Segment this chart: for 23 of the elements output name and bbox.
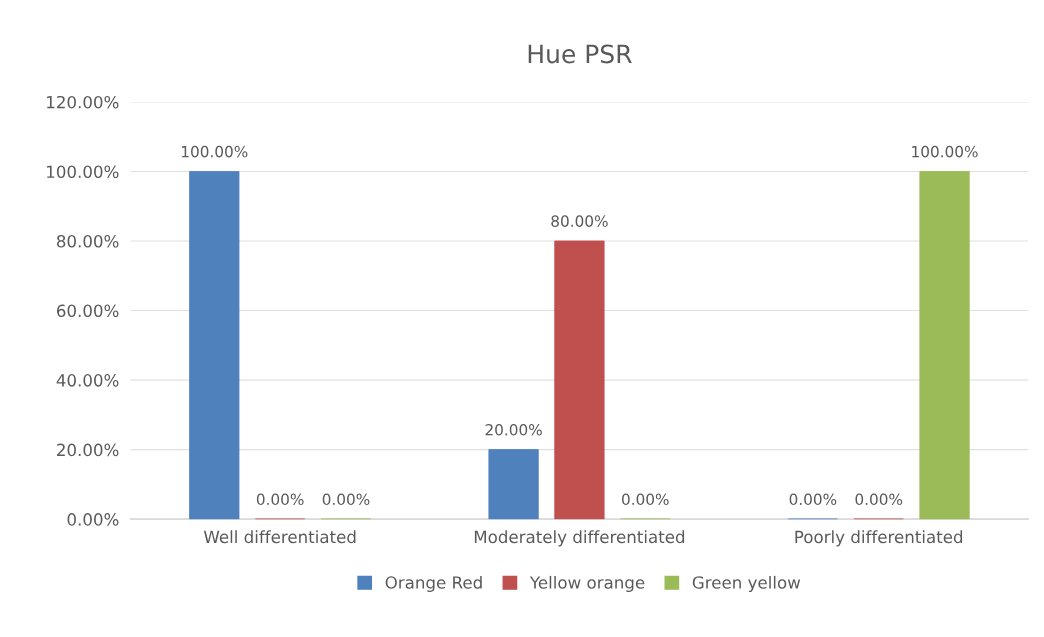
chart-title: Hue PSR [528, 44, 632, 64]
y-tick-label: 40.00% [56, 374, 119, 387]
legend-label: Yellow orange [529, 575, 645, 593]
y-tick-label: 120.00% [47, 95, 119, 109]
data-label: 100.00% [912, 145, 978, 158]
y-tick-label: 60.00% [57, 304, 119, 318]
legend-label: Orange Red [385, 575, 482, 593]
y-tick-label: 80.00% [56, 234, 119, 248]
data-label: 0.00% [789, 493, 837, 506]
y-tick-label: 100.00% [47, 165, 119, 179]
data-label: 100.00% [181, 145, 248, 158]
data-label: 20.00% [485, 423, 542, 436]
x-tick-label: Poorly differentiated [795, 530, 963, 547]
data-label: 0.00% [322, 493, 370, 506]
data-label: 0.00% [855, 493, 903, 506]
data-label: 0.00% [622, 493, 669, 506]
x-tick-label: Moderately differentiated [474, 530, 685, 547]
y-tick-label: 0.00% [67, 513, 119, 526]
x-tick-label: Well differentiated [203, 530, 356, 544]
legend-label: Green yellow [692, 575, 801, 593]
data-label: 80.00% [551, 215, 608, 227]
data-label: 0.00% [256, 493, 304, 506]
y-tick-label: 20.00% [57, 443, 119, 457]
